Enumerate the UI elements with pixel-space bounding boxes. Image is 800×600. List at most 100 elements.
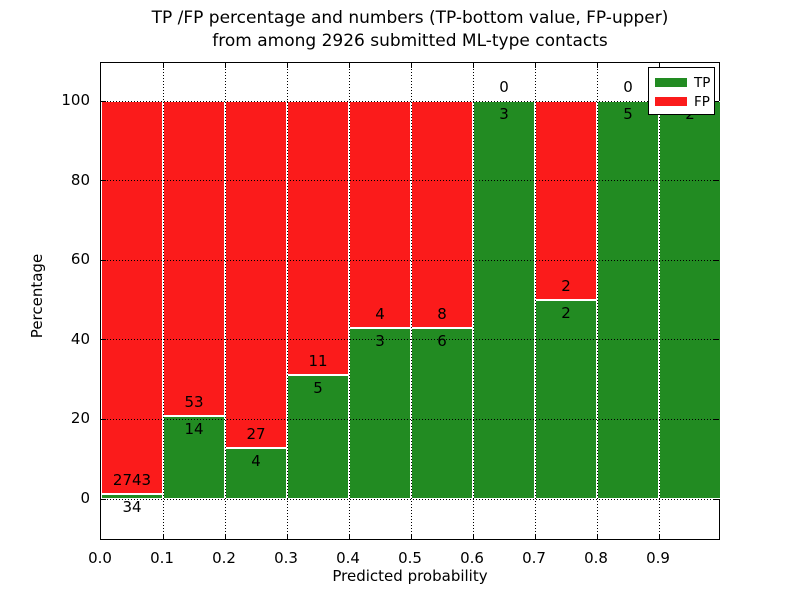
fp-color-swatch xyxy=(655,97,687,106)
legend-item-fp: FP xyxy=(655,92,710,111)
y-tick-label: 100 xyxy=(61,91,90,109)
bar-tp xyxy=(411,328,473,499)
bar-tp xyxy=(659,101,721,499)
tp-count-label: 5 xyxy=(313,378,323,397)
y-tickmark xyxy=(101,418,106,420)
x-tickmark xyxy=(410,63,412,68)
x-tickmark xyxy=(596,63,598,68)
y-tick-label: 20 xyxy=(70,409,90,428)
y-tickmark xyxy=(101,498,106,500)
tp-count-label: 3 xyxy=(499,105,509,123)
y-tick-label: 60 xyxy=(70,250,90,269)
x-tickmark xyxy=(286,534,288,539)
tp-count-label: 6 xyxy=(437,332,447,351)
fp-count-label: 2743 xyxy=(112,471,152,490)
tp-color-swatch xyxy=(655,78,687,87)
y-tick-label: 80 xyxy=(70,170,90,189)
x-tickmark xyxy=(596,534,598,539)
y-tickmark xyxy=(714,100,719,102)
y-tickmark xyxy=(714,498,719,500)
x-tickmark xyxy=(658,63,660,68)
bar-tp xyxy=(225,447,287,499)
y-tick-label: 0 xyxy=(80,489,90,507)
tp-count-label: 3 xyxy=(375,332,385,351)
bar-fp xyxy=(349,101,411,329)
bar-fp xyxy=(101,101,163,495)
fp-count-label: 11 xyxy=(308,351,328,370)
x-tickmark xyxy=(534,63,536,68)
x-tick-label: 0.9 xyxy=(646,549,670,567)
x-tickmark xyxy=(472,534,474,539)
legend-label-tp: TP xyxy=(694,74,711,91)
vertical-gridline xyxy=(472,63,474,539)
bar-fp xyxy=(287,101,349,375)
x-tick-label: 0.4 xyxy=(336,549,360,567)
y-tickmark xyxy=(101,339,106,341)
x-tickmark xyxy=(658,534,660,539)
vertical-gridline xyxy=(348,63,350,539)
x-tick-label: 0.5 xyxy=(398,549,422,567)
y-tickmark xyxy=(714,418,719,420)
bar-tp xyxy=(597,101,659,499)
legend: TP FP xyxy=(648,67,715,115)
fp-count-label: 0 xyxy=(623,78,633,96)
horizontal-gridline xyxy=(101,259,719,261)
tp-count-label: 14 xyxy=(184,419,204,438)
vertical-gridline xyxy=(286,63,288,539)
horizontal-gridline xyxy=(101,498,719,500)
fp-count-label: 8 xyxy=(437,305,447,324)
vertical-gridline xyxy=(162,63,164,539)
x-tickmark xyxy=(472,63,474,68)
fp-count-label: 53 xyxy=(184,392,204,411)
tp-count-label: 4 xyxy=(251,451,261,470)
y-tickmark xyxy=(101,180,106,182)
tp-count-label: 2 xyxy=(561,304,571,322)
x-tick-label: 0.6 xyxy=(460,549,484,567)
tp-count-label: 5 xyxy=(623,105,633,123)
y-tickmark xyxy=(714,180,719,182)
y-tickmark xyxy=(714,339,719,341)
y-tickmark xyxy=(101,100,106,102)
bar-fp xyxy=(411,101,473,329)
fp-count-label: 4 xyxy=(375,305,385,324)
horizontal-gridline xyxy=(101,100,719,102)
bar-tp xyxy=(473,101,535,499)
x-tickmark xyxy=(286,63,288,68)
x-tickmark xyxy=(162,534,164,539)
legend-item-tp: TP xyxy=(655,73,710,92)
y-tick-label: 40 xyxy=(70,329,90,348)
x-tickmark xyxy=(348,534,350,539)
y-tickmark xyxy=(101,259,106,261)
x-axis-label: Predicted probability xyxy=(332,567,488,585)
plot-area: 2743345314274115438603220502 xyxy=(100,62,721,540)
fp-count-label: 27 xyxy=(246,424,266,443)
bar-fp xyxy=(163,101,225,416)
bar-fp xyxy=(225,101,287,448)
legend-label-fp: FP xyxy=(694,93,710,110)
horizontal-gridline xyxy=(101,339,719,341)
x-tickmark xyxy=(348,63,350,68)
tp-count-label: 34 xyxy=(122,498,142,517)
vertical-gridline xyxy=(658,63,660,539)
vertical-gridline xyxy=(534,63,536,539)
fp-count-label: 0 xyxy=(499,78,509,96)
chart-title: TP /FP percentage and numbers (TP-bottom… xyxy=(100,7,720,53)
chart-title-line-1: TP /FP percentage and numbers (TP-bottom… xyxy=(151,8,669,28)
x-tick-label: 0.2 xyxy=(212,549,236,567)
x-tick-label: 0.7 xyxy=(522,549,546,567)
horizontal-gridline xyxy=(101,180,719,182)
x-tick-label: 0.0 xyxy=(88,549,112,567)
x-tick-label: 0.3 xyxy=(274,549,298,567)
bar-fp xyxy=(535,101,597,300)
bar-tp xyxy=(349,328,411,499)
vertical-gridline xyxy=(224,63,226,539)
x-tickmark xyxy=(162,63,164,68)
bar-tp xyxy=(535,300,597,499)
y-tickmark xyxy=(714,259,719,261)
x-tickmark xyxy=(534,534,536,539)
vertical-gridline xyxy=(410,63,412,539)
chart-title-line-2: from among 2926 submitted ML-type contac… xyxy=(212,31,608,51)
x-tickmark xyxy=(224,534,226,539)
x-tick-label: 0.8 xyxy=(584,549,608,567)
x-tickmark xyxy=(224,63,226,68)
